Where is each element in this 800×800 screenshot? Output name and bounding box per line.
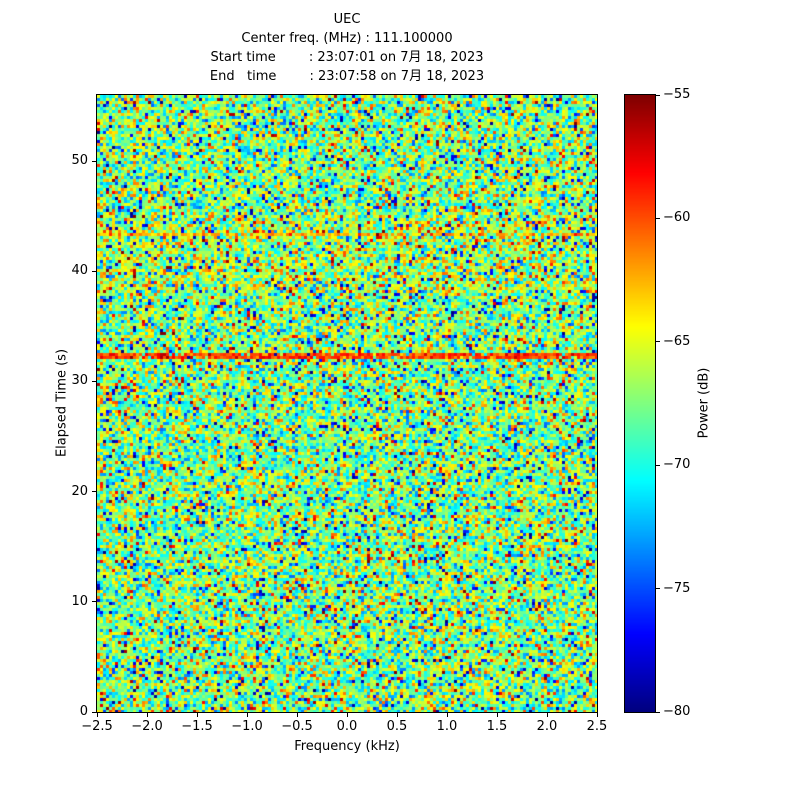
colorbar-tick-label: −75 [663,580,691,596]
y-tick-label: 20 [71,483,88,499]
x-tick-label: −2.5 [81,719,113,734]
x-tick [546,713,548,717]
x-tick [596,713,598,717]
colorbar-tick [656,711,660,713]
colorbar-tick-label: −65 [663,333,691,349]
colorbar-tick [656,217,660,219]
y-tick [92,601,96,603]
x-tick [446,713,448,717]
y-tick-label: 10 [71,593,88,609]
colorbar-gradient-canvas [625,95,655,712]
colorbar-tick [656,464,660,466]
x-tick-label: −0.5 [281,719,313,734]
center-freq-line: Center freq. (MHz) : 111.100000 [241,31,453,46]
colorbar-tick-label: −70 [663,457,691,473]
colorbar [624,94,656,713]
x-tick [146,713,148,717]
x-tick [396,713,398,717]
colorbar-tick-label: −55 [663,87,691,102]
x-tick-label: −1.5 [181,719,213,734]
x-tick-label: 0.5 [386,719,408,734]
y-tick [92,380,96,382]
y-tick-label: 0 [79,704,88,719]
x-axis-label: Frequency (kHz) [294,739,400,754]
x-tick [96,713,98,717]
start-time-line: Start time : 23:07:01 on 7月 18, 2023 [210,50,484,65]
y-tick [92,270,96,272]
spectrogram-canvas [97,95,597,712]
y-tick [92,160,96,162]
colorbar-tick [656,588,660,590]
plot-header: UEC Center freq. (MHz) : 111.100000 Star… [97,10,597,86]
y-tick [92,711,96,713]
y-tick-label: 50 [71,153,88,169]
x-tick [496,713,498,717]
x-tick-label: 2.5 [586,719,608,734]
colorbar-tick [656,94,660,96]
colorbar-tick-label: −80 [663,704,691,719]
x-tick-label: −1.0 [231,719,263,734]
x-tick-label: −2.0 [131,719,163,734]
x-tick [246,713,248,717]
x-tick [296,713,298,717]
colorbar-tick-label: −60 [663,210,691,226]
y-tick-label: 30 [71,373,88,389]
colorbar-tick [656,341,660,343]
y-axis-label: Elapsed Time (s) [54,348,70,458]
x-tick-label: 1.5 [486,719,508,734]
x-tick [196,713,198,717]
end-time-line: End time : 23:07:58 on 7月 18, 2023 [209,69,485,84]
y-tick-label: 40 [71,263,88,279]
colorbar-label: Power (dB) [696,367,712,439]
x-tick-label: 0.0 [336,719,358,734]
x-tick-label: 2.0 [536,719,558,734]
x-tick-label: 1.0 [436,719,458,734]
x-tick [346,713,348,717]
y-tick [92,491,96,493]
heatmap-plot-area [96,94,598,713]
plot-title: UEC [333,12,361,27]
